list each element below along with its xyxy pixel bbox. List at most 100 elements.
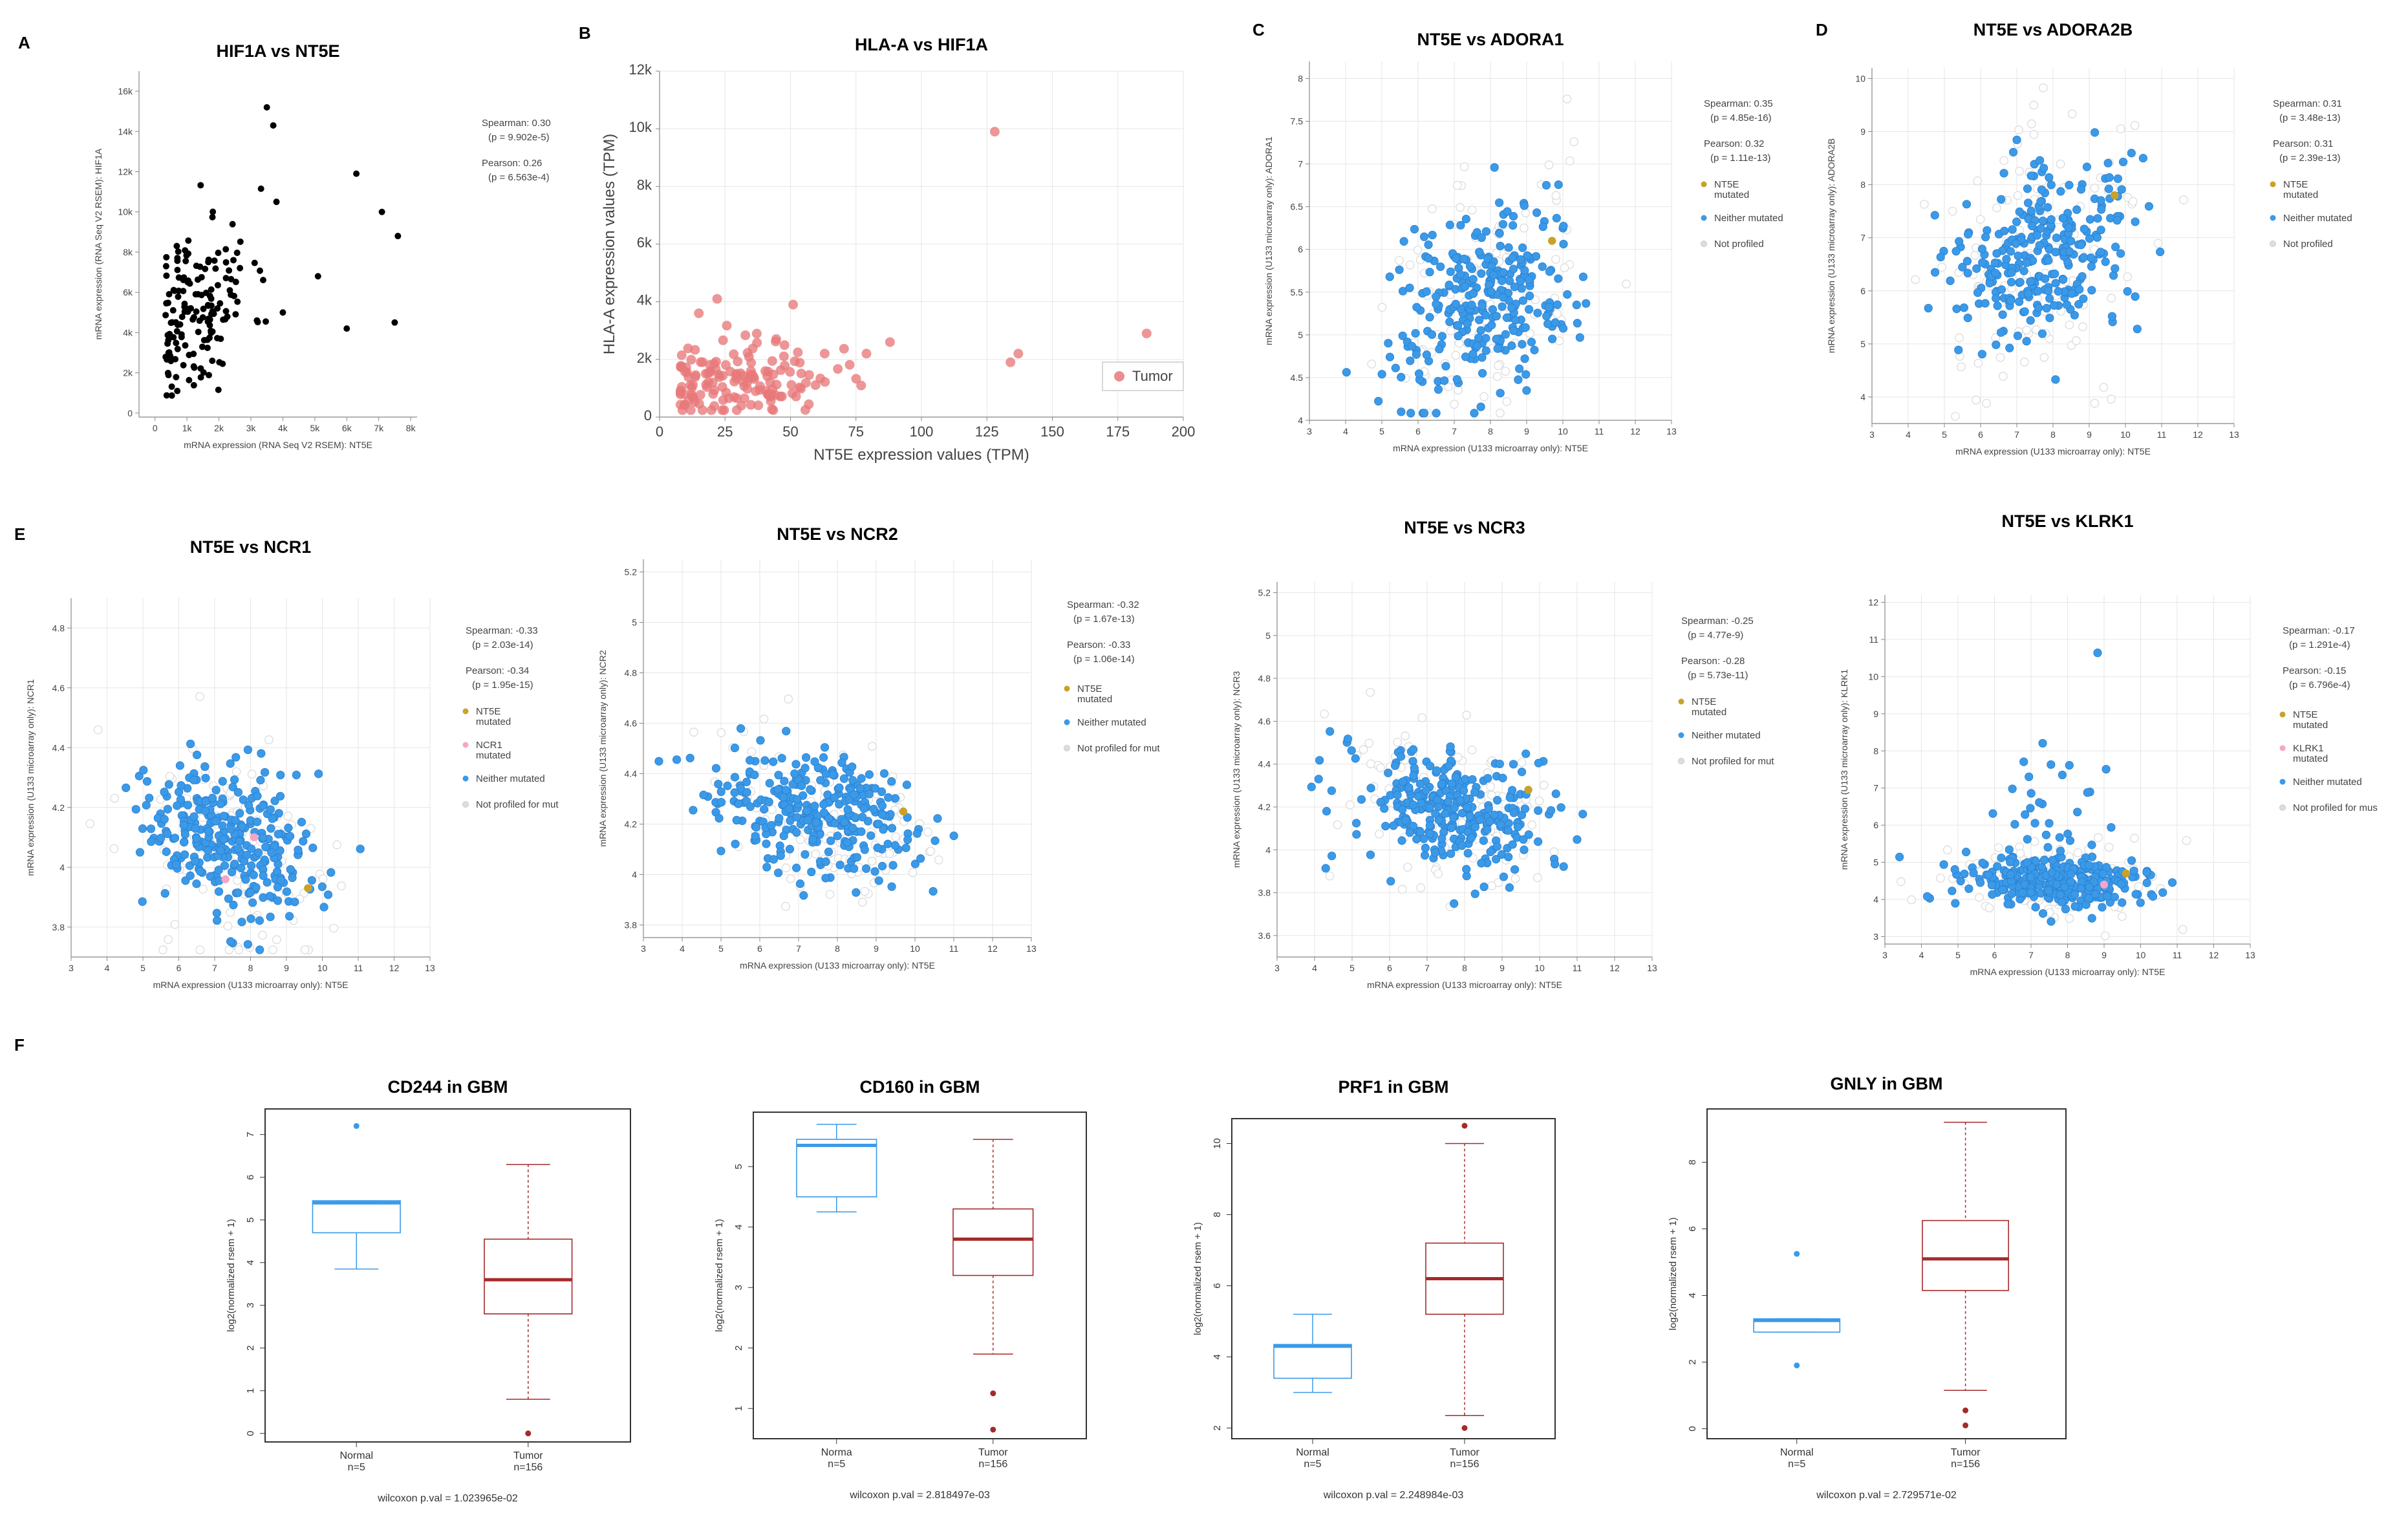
data-point — [2006, 277, 2016, 286]
x-tick-label: 9 — [284, 963, 289, 973]
data-point — [1964, 884, 1973, 894]
data-point-not-profiled — [2116, 124, 2125, 133]
data-point — [843, 838, 852, 847]
data-point — [1509, 264, 1518, 274]
data-point-not-profiled — [2094, 833, 2103, 843]
data-point — [1447, 779, 1456, 788]
x-tick-label: 12 — [389, 963, 400, 973]
data-point — [200, 305, 207, 312]
legend-label: Not profiled for mut — [476, 799, 559, 810]
data-point — [733, 356, 743, 367]
data-point — [779, 351, 789, 361]
correlation-stat: Pearson: -0.15 — [2283, 665, 2346, 676]
x-tick-label: 4 — [680, 943, 685, 954]
data-point — [700, 369, 711, 379]
y-tick-label: 3.6 — [1258, 930, 1271, 941]
data-point — [760, 756, 769, 765]
data-point — [1409, 745, 1418, 754]
data-point-not-profiled — [1920, 200, 1929, 209]
data-point-not-profiled — [2130, 121, 2140, 130]
data-point — [226, 824, 235, 833]
data-point-not-profiled — [2039, 352, 2049, 362]
data-point-not-profiled — [1525, 328, 1534, 338]
data-point — [265, 892, 274, 901]
data-point — [285, 912, 294, 921]
y-axis-label: mRNA expression (U133 microarray only): … — [25, 679, 36, 876]
data-point — [2064, 223, 2073, 232]
group-count: n=5 — [1788, 1459, 1805, 1470]
x-tick-label: 10 — [317, 963, 328, 973]
data-point — [746, 756, 755, 765]
data-point — [163, 829, 172, 839]
data-point-not-profiled — [747, 747, 757, 757]
data-point — [1430, 848, 1440, 857]
y-tick-label: 5.2 — [1258, 588, 1271, 598]
data-point — [1516, 255, 1525, 264]
data-point-not-profiled — [1975, 892, 1984, 902]
data-point — [174, 387, 181, 394]
data-point — [163, 253, 170, 261]
data-point — [1578, 810, 1587, 819]
data-point — [1465, 811, 1474, 821]
data-point — [718, 335, 728, 345]
data-point — [2079, 294, 2088, 303]
data-point-not-profiled — [93, 725, 103, 735]
data-point — [2005, 343, 2014, 352]
data-point-not-profiled — [768, 805, 777, 814]
data-point — [819, 753, 828, 762]
data-point — [2020, 880, 2029, 889]
data-point-not-profiled — [247, 769, 257, 779]
panel-d-nt5e-vs-adora2b: D NT5E vs ADORA2B 3 4 5 6 7 8 9 10 11 12 13 4 5 6 7 8 9 10 m… — [1816, 20, 2352, 457]
data-point-mutated — [899, 807, 908, 816]
data-point — [1397, 752, 1406, 761]
data-point — [259, 801, 268, 810]
legend-label-2: mutated — [1714, 189, 1749, 200]
data-point-not-profiled — [1434, 869, 1443, 879]
data-point-not-profiled — [1453, 753, 1463, 762]
data-point — [912, 829, 921, 838]
data-point — [819, 800, 828, 809]
y-axis-label: mRNA expression (U133 microarray only): … — [1839, 669, 1849, 870]
legend-label: NT5E — [1692, 696, 1716, 707]
data-point — [290, 897, 299, 907]
data-point — [268, 814, 277, 823]
y-tick-label: 2k — [637, 350, 652, 366]
data-point — [1521, 370, 1531, 379]
data-point — [1445, 317, 1454, 327]
data-point — [227, 868, 237, 877]
data-point — [2052, 879, 2061, 889]
data-point — [806, 785, 815, 794]
data-point — [1496, 241, 1505, 251]
y-tick-label: 2 — [733, 1346, 744, 1351]
y-tick-label: 3 — [733, 1285, 744, 1290]
data-point — [2098, 903, 2107, 912]
data-point — [1374, 396, 1383, 406]
data-point — [178, 331, 185, 338]
data-point — [1508, 253, 1517, 263]
data-point — [2043, 843, 2052, 852]
x-tick-label: 12 — [1609, 963, 1620, 973]
data-point — [164, 340, 171, 347]
data-point — [852, 853, 861, 862]
y-tick-label: 3.8 — [625, 920, 638, 930]
legend-label-2: mutated — [1077, 694, 1112, 705]
data-point-not-profiled — [1549, 847, 1559, 857]
data-point — [1572, 300, 1581, 310]
data-point-not-profiled — [1492, 248, 1501, 258]
data-point — [2070, 902, 2080, 911]
data-point — [233, 249, 241, 256]
data-point — [1433, 795, 1442, 804]
group-label: Normal — [1780, 1447, 1814, 1458]
data-point — [1538, 262, 1547, 271]
panel-letter: C — [1252, 20, 1265, 39]
data-point-not-profiled — [1551, 255, 1560, 264]
data-point — [2041, 274, 2050, 283]
wilcoxon-pval: wilcoxon p.val = 2.729571e-02 — [1816, 1490, 1957, 1501]
data-point-not-profiled — [170, 919, 180, 929]
y-tick-label: 9 — [1860, 127, 1865, 137]
data-point — [824, 814, 833, 823]
data-point — [189, 775, 199, 784]
data-point — [1425, 312, 1434, 322]
data-point — [267, 848, 276, 857]
legend-marker — [1701, 181, 1707, 188]
